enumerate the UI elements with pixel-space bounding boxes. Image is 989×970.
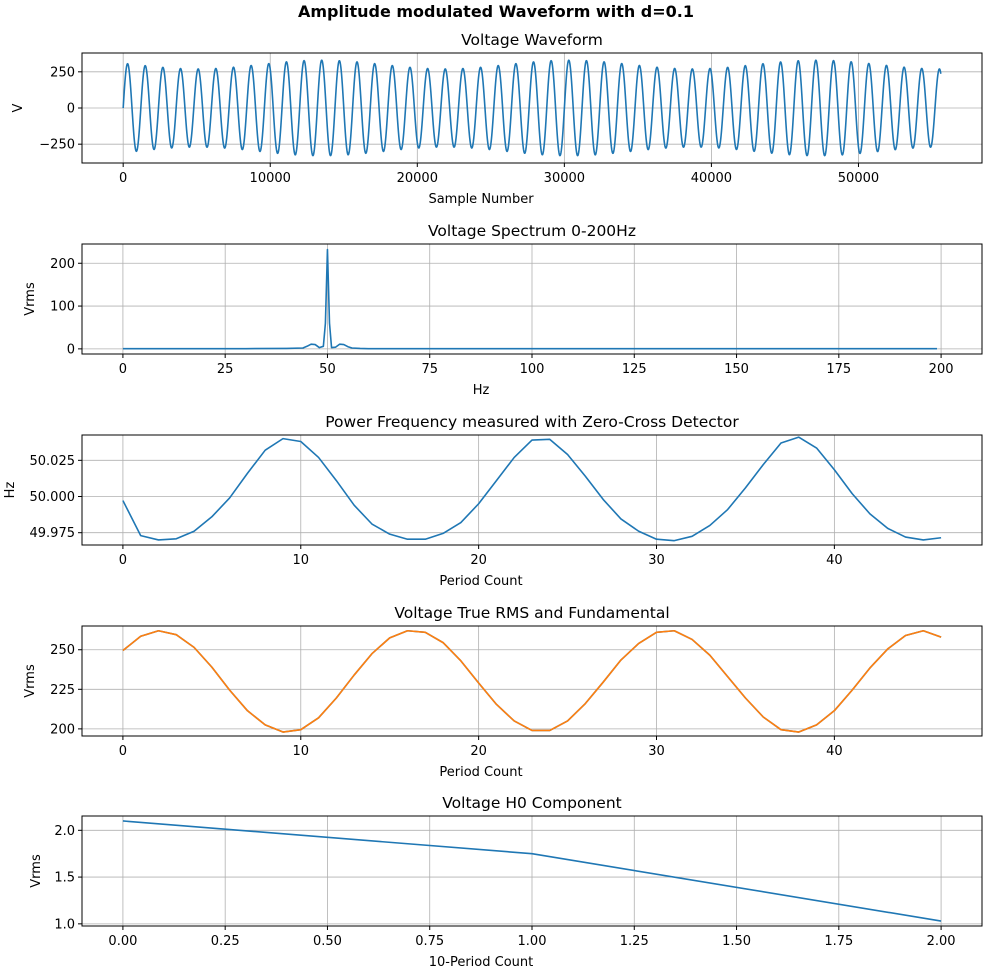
subplot-4-ylabel: Vrms: [23, 664, 38, 698]
subplot-4-xtick-label: 30: [648, 744, 665, 759]
subplot-1: Voltage Waveform 0 10000 20000 30000 40000 500…: [11, 31, 983, 207]
subplot-1-xtick-label: 40000: [691, 171, 732, 186]
subplot-1-xtick-label: 0: [119, 171, 127, 186]
subplot-4-xtick-label: 20: [470, 744, 487, 759]
subplot-1-ytick-label: −250: [39, 138, 75, 153]
subplot-1-xtick-label: 10000: [250, 171, 291, 186]
subplot-3-xtick-label: 30: [648, 553, 665, 568]
subplot-2-xtick-label: 100: [520, 362, 545, 377]
subplot-2-title: Voltage Spectrum 0-200Hz: [428, 222, 636, 240]
subplot-4: Voltage True RMS and Fundamental 0 10 20 30 4…: [23, 604, 983, 780]
subplot-3-xtick-label: 40: [826, 553, 843, 568]
subplot-4-xtick-label: 40: [826, 744, 843, 759]
subplot-5-xtick-label: 2.00: [927, 934, 956, 949]
subplot-2-xtick-label: 75: [421, 362, 438, 377]
subplot-1-ytick-label: 0: [67, 102, 75, 117]
subplot-1-title: Voltage Waveform: [461, 31, 603, 49]
subplot-1-xtick-label: 20000: [397, 171, 438, 186]
subplot-2: Voltage Spectrum 0-200Hz 0 25 50 75 100 125 150…: [23, 222, 983, 398]
subplot-2-xlabel: Hz: [473, 383, 490, 398]
subplot-3-series-1-line: [122, 436, 942, 542]
subplot-4-ytick-label: 225: [50, 683, 75, 698]
subplot-4-title: Voltage True RMS and Fundamental: [394, 604, 669, 622]
subplot-3-axes-frame: [81, 434, 983, 546]
subplot-1-ylabel: V: [11, 103, 26, 112]
subplot-2-xtick-label: 125: [622, 362, 647, 377]
subplot-3-ytick-label: 50.000: [30, 490, 76, 505]
subplot-3-xlabel: Period Count: [439, 574, 522, 589]
subplot-2-xtick-label: 175: [826, 362, 851, 377]
subplot-5-ytick-label: 1.0: [54, 917, 75, 932]
subplot-1-ytick-label: 250: [50, 65, 75, 80]
subplot-4-xlabel: Period Count: [439, 765, 522, 780]
subplot-2-xtick-label: 200: [929, 362, 954, 377]
subplot-5-xtick-label: 0.00: [108, 934, 137, 949]
subplot-5-xtick-label: 1.75: [824, 934, 853, 949]
subplot-3-xtick-label: 0: [119, 553, 127, 568]
subplot-2-xtick-label: 150: [724, 362, 749, 377]
subplot-5-xtick-label: 0.75: [415, 934, 444, 949]
subplot-4-ytick-label: 200: [50, 722, 75, 737]
subplot-3-title: Power Frequency measured with Zero-Cross…: [325, 413, 739, 431]
subplot-4-series-2-line: [122, 629, 942, 733]
subplot-2-xtick-label: 0: [119, 362, 127, 377]
subplot-3-xtick-label: 20: [470, 553, 487, 568]
subplot-1-xlabel: Sample Number: [428, 192, 534, 207]
subplot-5: Voltage H0 Component 0.00 0.25 0.50 0.75 1.00…: [29, 794, 983, 970]
subplot-2-ytick-label: 100: [50, 300, 75, 315]
subplot-2-ylabel: Vrms: [23, 282, 38, 316]
subplot-4-axes-frame: [81, 625, 983, 737]
subplot-3-xtick-label: 10: [293, 553, 310, 568]
subplot-2-xtick-label: 50: [319, 362, 336, 377]
subplot-5-xtick-label: 1.00: [518, 934, 547, 949]
subplot-2-ytick-label: 200: [50, 257, 75, 272]
subplot-5-series-1-line: [122, 820, 942, 922]
subplot-5-ylabel: Vrms: [29, 854, 44, 888]
subplot-2-series-1-line: [122, 248, 937, 350]
subplot-5-xtick-label: 0.25: [211, 934, 240, 949]
subplot-4-ytick-label: 250: [50, 643, 75, 658]
subplot-3-ytick-label: 49.975: [30, 526, 76, 541]
subplot-5-ytick-label: 2.0: [54, 824, 75, 839]
subplot-5-xtick-label: 1.50: [722, 934, 751, 949]
figure-title: Amplitude modulated Waveform with d=0.1: [298, 2, 694, 21]
subplot-1-xtick-label: 50000: [838, 171, 879, 186]
subplot-5-xtick-label: 0.50: [313, 934, 342, 949]
subplot-5-xtick-label: 1.25: [620, 934, 649, 949]
subplot-4-xtick-label: 10: [293, 744, 310, 759]
subplot-4-xtick-label: 0: [119, 744, 127, 759]
subplot-3: Power Frequency measured with Zero-Cross…: [3, 413, 983, 589]
subplot-5-title: Voltage H0 Component: [442, 794, 622, 812]
subplot-1-series-1-line: [122, 59, 942, 157]
subplot-5-ytick-label: 1.5: [54, 871, 75, 886]
subplot-2-ytick-label: 0: [67, 342, 75, 357]
subplot-3-ytick-label: 50.025: [30, 454, 76, 469]
subplot-3-ylabel: Hz: [3, 482, 18, 499]
subplot-5-xlabel: 10-Period Count: [429, 955, 534, 970]
subplot-1-xtick-label: 30000: [544, 171, 585, 186]
subplot-2-xtick-label: 25: [217, 362, 234, 377]
